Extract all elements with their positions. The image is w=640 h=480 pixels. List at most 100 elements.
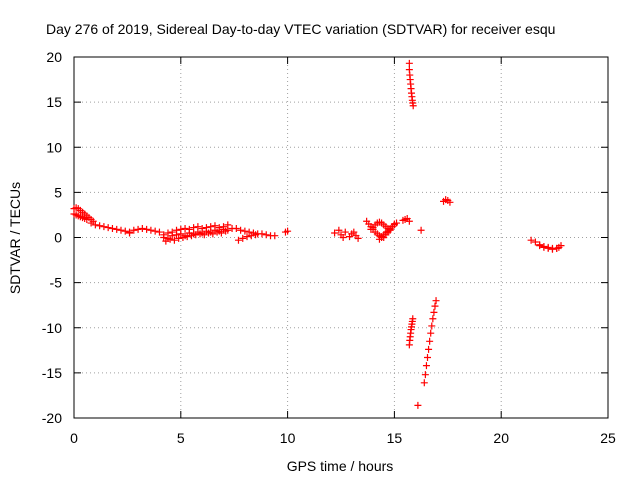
data-point bbox=[121, 227, 129, 235]
y-tick-label: 0 bbox=[54, 230, 62, 246]
y-axis-label: SDTVAR / TECUs bbox=[7, 182, 23, 294]
data-point bbox=[417, 226, 425, 234]
data-point bbox=[540, 243, 548, 251]
data-point bbox=[100, 223, 108, 231]
data-point bbox=[192, 231, 200, 239]
data-point bbox=[213, 228, 221, 236]
data-point bbox=[96, 222, 104, 230]
data-point bbox=[262, 231, 270, 239]
data-point bbox=[160, 234, 168, 241]
y-tick-label: -20 bbox=[42, 410, 62, 426]
x-tick-label: 25 bbox=[600, 430, 616, 446]
y-tick-label: 20 bbox=[46, 49, 62, 65]
data-point bbox=[393, 219, 401, 227]
data-point bbox=[429, 315, 437, 323]
data-point bbox=[170, 236, 178, 244]
data-point bbox=[428, 322, 436, 330]
data-point bbox=[104, 224, 112, 232]
data-point bbox=[209, 230, 217, 238]
data-point bbox=[409, 102, 417, 110]
data-point bbox=[252, 231, 260, 239]
x-tick-label: 10 bbox=[280, 430, 296, 446]
data-point bbox=[548, 245, 556, 253]
data-point bbox=[414, 401, 422, 409]
data-point bbox=[350, 228, 358, 236]
data-point bbox=[427, 329, 435, 337]
data-point bbox=[432, 297, 440, 305]
data-point bbox=[431, 302, 439, 310]
data-point bbox=[205, 229, 213, 237]
y-tick-label: -15 bbox=[42, 365, 62, 381]
data-point bbox=[175, 234, 183, 242]
data-point bbox=[430, 308, 438, 316]
data-point bbox=[426, 337, 434, 345]
data-point bbox=[155, 228, 163, 236]
y-tick-label: -10 bbox=[42, 320, 62, 336]
data-point bbox=[446, 198, 454, 206]
data-point bbox=[130, 226, 138, 234]
chart-title: Day 276 of 2019, Sidereal Day-to-day VTE… bbox=[46, 21, 555, 37]
data-point bbox=[166, 235, 174, 243]
x-tick-label: 5 bbox=[177, 430, 185, 446]
data-point bbox=[168, 232, 176, 240]
data-point bbox=[258, 230, 266, 238]
data-point bbox=[527, 236, 535, 244]
data-point bbox=[187, 232, 195, 240]
data-point bbox=[91, 221, 99, 229]
y-tick-label: 10 bbox=[46, 139, 62, 155]
x-axis-label: GPS time / hours bbox=[287, 458, 394, 474]
data-point bbox=[405, 217, 413, 225]
data-point bbox=[162, 237, 170, 245]
data-point bbox=[335, 226, 343, 234]
data-point bbox=[245, 228, 253, 236]
data-point bbox=[422, 362, 430, 370]
data-point bbox=[108, 224, 116, 232]
y-tick-label: -5 bbox=[50, 275, 63, 291]
data-point bbox=[181, 224, 189, 232]
data-point bbox=[173, 231, 181, 239]
data-point bbox=[243, 233, 251, 241]
data-point bbox=[239, 234, 247, 242]
x-tick-label: 20 bbox=[493, 430, 509, 446]
data-point bbox=[237, 226, 245, 234]
data-point bbox=[232, 224, 240, 232]
data-point bbox=[339, 234, 347, 241]
data-point bbox=[222, 227, 230, 235]
data-point bbox=[241, 227, 249, 235]
data-point bbox=[196, 230, 204, 238]
data-point bbox=[354, 234, 362, 242]
data-point bbox=[87, 219, 95, 227]
data-point bbox=[405, 59, 413, 67]
data-point bbox=[143, 225, 151, 233]
data-point bbox=[134, 225, 142, 233]
y-tick-label: 15 bbox=[46, 94, 62, 110]
data-point bbox=[147, 226, 155, 234]
data-point bbox=[217, 229, 225, 237]
data-point bbox=[555, 243, 563, 251]
x-tick-label: 15 bbox=[387, 430, 403, 446]
x-tick-label: 0 bbox=[70, 430, 78, 446]
data-point bbox=[284, 227, 292, 235]
data-point bbox=[536, 242, 544, 250]
data-point bbox=[544, 244, 552, 252]
data-point bbox=[138, 224, 146, 232]
data-point bbox=[83, 215, 91, 223]
data-point bbox=[424, 354, 432, 362]
axis-ticks: 0 5 10 15 20 25 -20 -15 -10 -5 0 5 10 15 20 bbox=[42, 49, 616, 446]
y-tick-label: 5 bbox=[54, 184, 62, 200]
data-point bbox=[341, 228, 349, 236]
data-point bbox=[177, 230, 185, 238]
data-point bbox=[113, 225, 121, 233]
data-point bbox=[190, 224, 198, 232]
data-point bbox=[183, 233, 191, 241]
data-point bbox=[200, 231, 208, 239]
data-point bbox=[151, 227, 159, 235]
data-points bbox=[70, 59, 565, 409]
data-point bbox=[234, 236, 242, 244]
data-point bbox=[420, 379, 428, 387]
data-point bbox=[531, 238, 539, 246]
data-point bbox=[421, 371, 429, 379]
data-point bbox=[425, 345, 433, 353]
